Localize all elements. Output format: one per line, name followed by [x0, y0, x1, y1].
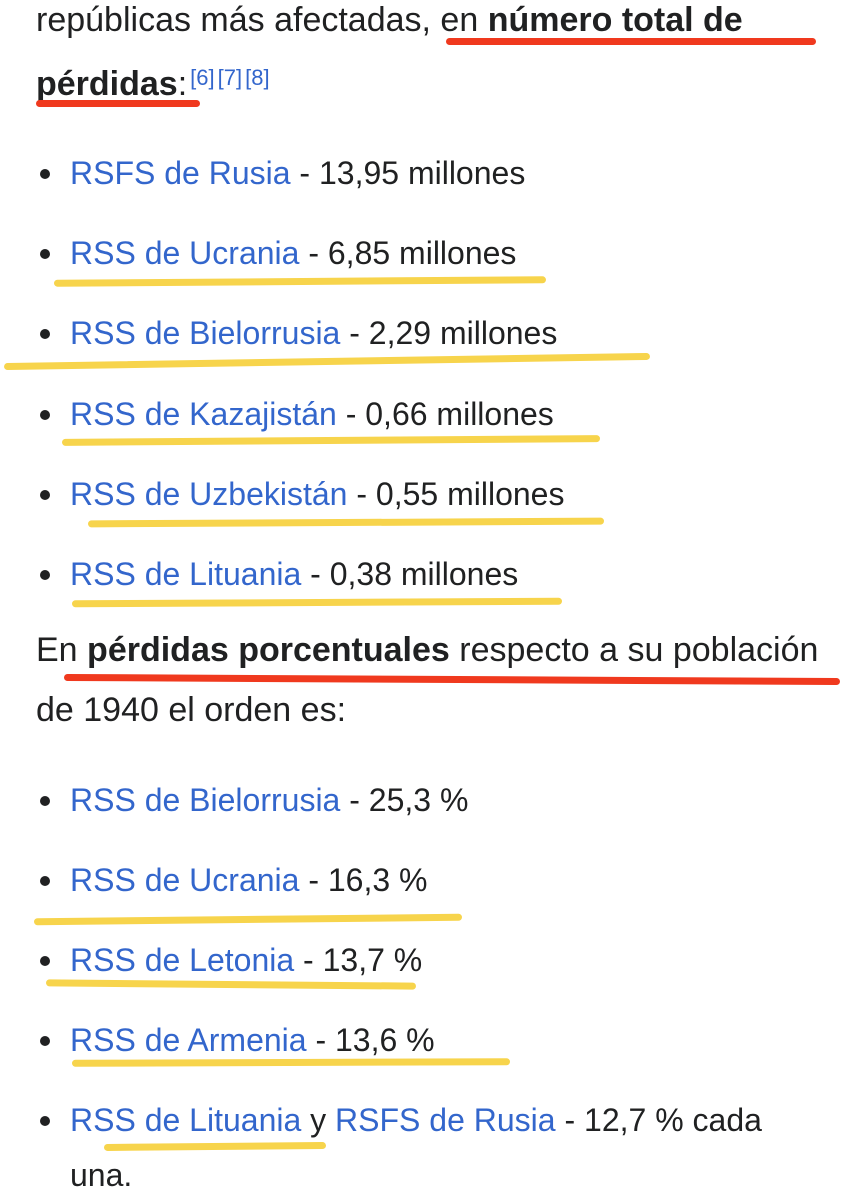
ref-8-link[interactable]: [8] — [245, 65, 270, 90]
yellow-underline-mark — [33, 913, 463, 926]
link-rss-bielorrusia[interactable]: RSS de Bielorrusia — [70, 315, 341, 351]
link-rss-ucrania[interactable]: RSS de Ucrania — [70, 235, 300, 271]
percent-intro-suffix: respecto a su población — [449, 631, 819, 669]
bullet-icon — [40, 329, 50, 339]
ref-6-link[interactable]: [6] — [190, 65, 215, 90]
item-value: - 0,55 millones — [347, 476, 565, 512]
intro-prefix: repúblicas más afectadas, en — [36, 1, 488, 39]
bullet-icon — [40, 876, 50, 886]
item-value: - 0,66 millones — [336, 396, 554, 432]
bullet-icon — [40, 169, 50, 179]
bullet-icon — [40, 410, 50, 420]
intro-bold: número total de — [487, 1, 743, 39]
item-value: - 13,7 % — [294, 942, 423, 978]
yellow-underline-mark — [87, 517, 605, 528]
yellow-underline-mark — [71, 597, 563, 608]
bullet-icon — [40, 570, 50, 580]
red-underline-mark — [36, 100, 200, 107]
bullet-icon — [40, 796, 50, 806]
item-value: - 12,7 % cada — [555, 1102, 762, 1138]
intro-colon: : — [177, 65, 188, 103]
intro-paragraph-line2: pérdidas: [6] [7] [8] — [36, 52, 836, 116]
red-underline-mark — [446, 38, 816, 45]
bullet-icon — [40, 1116, 50, 1126]
item-value: - 25,3 % — [340, 782, 469, 818]
item-value: - 2,29 millones — [340, 315, 558, 351]
link-rss-lituania[interactable]: RSS de Lituania — [70, 1102, 302, 1138]
link-rss-letonia[interactable]: RSS de Letonia — [70, 942, 295, 978]
link-rss-ucrania[interactable]: RSS de Ucrania — [70, 862, 300, 898]
link-rsfs-rusia[interactable]: RSFS de Rusia — [335, 1102, 556, 1138]
item-value: - 0,38 millones — [301, 556, 519, 592]
yellow-underline-mark — [103, 1142, 327, 1151]
yellow-underline-mark — [71, 1058, 511, 1067]
bullet-icon — [40, 956, 50, 966]
intro-bold-2: pérdidas — [36, 65, 178, 103]
percent-intro-line2: de 1940 el orden es: — [36, 691, 347, 729]
item-value: - 6,85 millones — [299, 235, 517, 271]
percent-intro-bold: pérdidas porcentuales — [87, 631, 450, 669]
link-rss-armenia[interactable]: RSS de Armenia — [70, 1022, 307, 1058]
link-rsfs-rusia[interactable]: RSFS de Rusia — [70, 155, 291, 191]
bullet-icon — [40, 490, 50, 500]
bullet-icon — [40, 249, 50, 259]
bullet-icon — [40, 1036, 50, 1046]
item-value: - 16,3 % — [299, 862, 428, 898]
link-rss-uzbekistan[interactable]: RSS de Uzbekistán — [70, 476, 348, 512]
item-conjunction: y — [301, 1102, 336, 1138]
item-continuation: una. — [70, 1157, 133, 1193]
intro-paragraph: repúblicas más afectadas, en número tota… — [36, 0, 836, 52]
link-rss-kazajistan[interactable]: RSS de Kazajistán — [70, 396, 337, 432]
item-value: - 13,95 millones — [290, 155, 526, 191]
link-rss-lituania[interactable]: RSS de Lituania — [70, 556, 302, 592]
percent-intro-prefix: En — [36, 631, 88, 669]
percent-intro-paragraph: En pérdidas porcentuales respecto a su p… — [36, 618, 836, 682]
item-value: - 13,6 % — [306, 1022, 435, 1058]
ref-7-link[interactable]: [7] — [217, 65, 243, 90]
link-rss-bielorrusia[interactable]: RSS de Bielorrusia — [70, 782, 341, 818]
